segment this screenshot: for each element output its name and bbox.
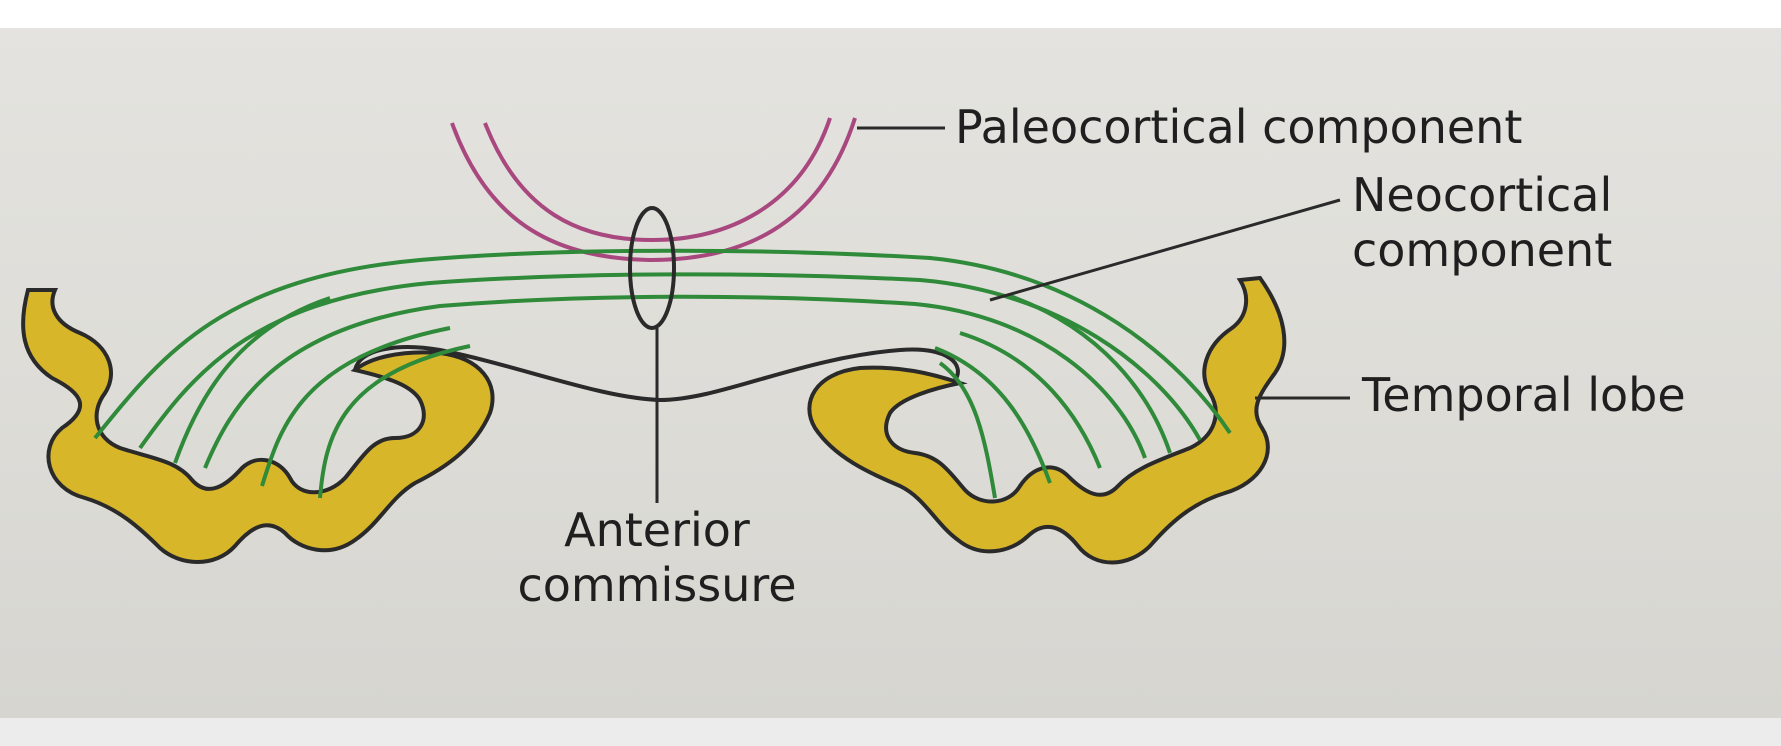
label-temporal-lobe: Temporal lobe [1362, 368, 1686, 422]
leader-lines [655, 126, 1350, 503]
neocortical-fiber-7 [934, 346, 1052, 484]
anterior-commissure-ring [628, 206, 676, 330]
neocortical-fiber-10 [1009, 294, 1172, 454]
neocortical-fiber-2 [138, 272, 1202, 450]
neocortical-fiber-8 [938, 361, 997, 499]
label-anterior-line1: Anterior [564, 503, 750, 557]
bottom-bar [0, 718, 1781, 746]
label-paleocortical: Paleocortical component [955, 100, 1523, 154]
anterior-commissure-diagram [21, 117, 1350, 565]
neocortical-fiber-9 [173, 296, 331, 464]
neocortical-fibers [93, 248, 1232, 499]
neocortical-fiber-3 [203, 294, 1147, 469]
neocortical-fiber-5 [318, 344, 471, 499]
ventricle-outline [353, 345, 960, 403]
paleocortical-fiber-1 [450, 117, 857, 263]
textbook-page: Paleocortical component Neocortical comp… [0, 28, 1781, 718]
paleocortical-fibers [450, 117, 857, 263]
label-neocortical-line2: component [1352, 223, 1613, 277]
neocortical-fiber-1 [93, 248, 1232, 440]
right-temporal-lobe [807, 275, 1287, 565]
neocortical-fiber-6 [959, 331, 1102, 469]
label-anterior-line2: commissure [517, 558, 797, 612]
paleocortical-fiber-2 [483, 117, 832, 243]
label-neocortical-line1: Neocortical [1352, 168, 1613, 222]
neocortical-fiber-4 [260, 326, 451, 487]
leader-neocortical [989, 198, 1341, 302]
